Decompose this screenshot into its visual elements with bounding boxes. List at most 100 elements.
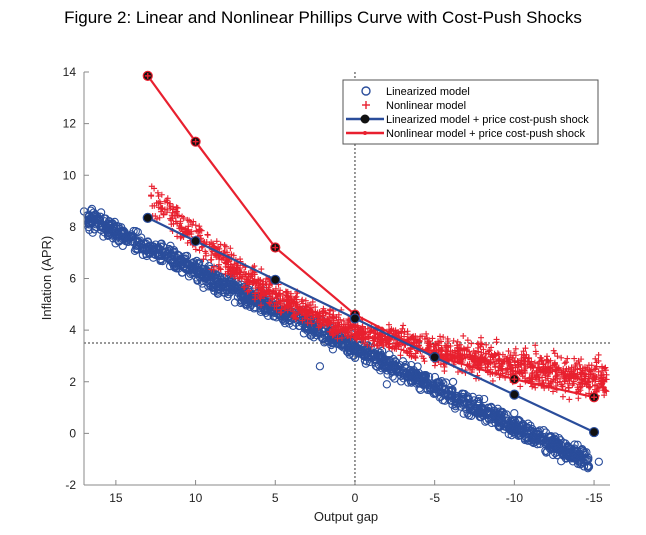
nonlinear-point [468, 353, 475, 360]
linearized-point [180, 264, 189, 273]
nonlinear-point [566, 368, 573, 375]
nonlinear-point [563, 359, 570, 366]
nonlinear-point [177, 234, 184, 241]
nonlinear-point [302, 297, 309, 304]
nonlinear-point [575, 381, 582, 388]
legend-marker-nonlinear [362, 101, 370, 109]
nonlinear-point [420, 355, 427, 362]
nonlinear-point [255, 289, 262, 296]
nonlinear-point [571, 355, 578, 362]
linearized-point [464, 411, 474, 420]
nonlinear-point [268, 296, 275, 303]
linearized-point [237, 292, 246, 302]
linearized-point [249, 304, 259, 313]
linearized-point [113, 232, 122, 241]
linearized-point [437, 377, 446, 386]
nonlinear-point [591, 374, 598, 381]
linearized-point [463, 392, 472, 401]
nonlinear-point [208, 256, 215, 263]
nonlinear-point [317, 322, 324, 329]
linearized-shock-point [429, 352, 440, 363]
nonlinear-point [442, 353, 449, 360]
nonlinear-point [282, 288, 289, 295]
nonlinear-point [246, 277, 253, 284]
legend: Linearized model Nonlinear model Lineari… [342, 79, 599, 145]
nonlinear-point [283, 298, 290, 305]
linearized-point [306, 331, 315, 340]
nonlinear-point [565, 365, 572, 372]
nonlinear-point [453, 342, 460, 349]
nonlinear-point [573, 373, 580, 380]
nonlinear-point [521, 368, 528, 375]
nonlinear-point [229, 265, 236, 272]
nonlinear-point [530, 364, 537, 371]
nonlinear-point [409, 333, 416, 340]
nonlinear-point [213, 254, 220, 261]
linearized-point [185, 261, 194, 270]
nonlinear-point [364, 342, 371, 349]
nonlinear-point [412, 354, 419, 361]
nonlinear-point [190, 218, 197, 225]
linearized-point [263, 300, 272, 309]
linearized-point [535, 426, 544, 435]
nonlinear-point [161, 198, 168, 205]
linearized-point [117, 227, 126, 236]
nonlinear-point [592, 355, 599, 362]
nonlinear-point [348, 332, 355, 339]
nonlinear-point [302, 308, 309, 315]
nonlinear-point [551, 350, 558, 357]
nonlinear-point [352, 334, 359, 341]
linearized-point [573, 459, 583, 469]
linearized-point [482, 416, 491, 425]
x-tick-label: -5 [429, 491, 440, 505]
linearized-point [478, 404, 487, 413]
nonlinear-point [595, 368, 602, 375]
legend-marker-linearized [361, 86, 371, 96]
nonlinear-point [455, 350, 462, 357]
linearized-point [447, 387, 456, 396]
nonlinear-point [168, 212, 175, 219]
linearized-point [114, 222, 123, 231]
nonlinear-point [392, 327, 399, 334]
linearized-point [474, 397, 483, 406]
nonlinear-point [482, 350, 489, 357]
nonlinear-point [463, 351, 470, 358]
linearized-point [285, 319, 294, 328]
y-tick-label: 14 [63, 65, 77, 79]
nonlinear-point [237, 269, 244, 276]
nonlinear-point [223, 260, 230, 267]
nonlinear-point [598, 375, 605, 382]
nonlinear-point [517, 361, 524, 368]
nonlinear-point [170, 203, 177, 210]
figure-title: Figure 2: Linear and Nonlinear Phillips … [64, 8, 582, 27]
nonlinear-point [497, 365, 504, 372]
nonlinear-point [196, 247, 203, 254]
nonlinear-point [325, 318, 332, 325]
linearized-point [229, 284, 238, 294]
nonlinear-point [369, 334, 376, 341]
nonlinear-point [178, 225, 185, 232]
y-tick-label: 12 [63, 117, 77, 131]
nonlinear-point [377, 334, 384, 341]
nonlinear-point [275, 291, 282, 298]
x-tick-label: 10 [189, 491, 203, 505]
linearized-shock-point [588, 426, 600, 438]
nonlinear-point [188, 228, 195, 235]
nonlinear-point [260, 290, 267, 297]
linearized-point [493, 409, 502, 419]
shock-lines [142, 70, 600, 438]
nonlinear-point [599, 363, 606, 370]
nonlinear-point [299, 317, 306, 324]
nonlinear-point [151, 185, 158, 192]
nonlinear-point [278, 306, 285, 313]
nonlinear-point [225, 268, 232, 275]
nonlinear-point [575, 386, 582, 393]
linearized-point [359, 347, 368, 357]
nonlinear-point [423, 330, 430, 337]
nonlinear-point [192, 246, 199, 253]
nonlinear-point [375, 334, 382, 341]
nonlinear-point [246, 287, 253, 294]
nonlinear-point [393, 343, 400, 350]
nonlinear-point [385, 321, 392, 328]
nonlinear-point [412, 336, 419, 343]
